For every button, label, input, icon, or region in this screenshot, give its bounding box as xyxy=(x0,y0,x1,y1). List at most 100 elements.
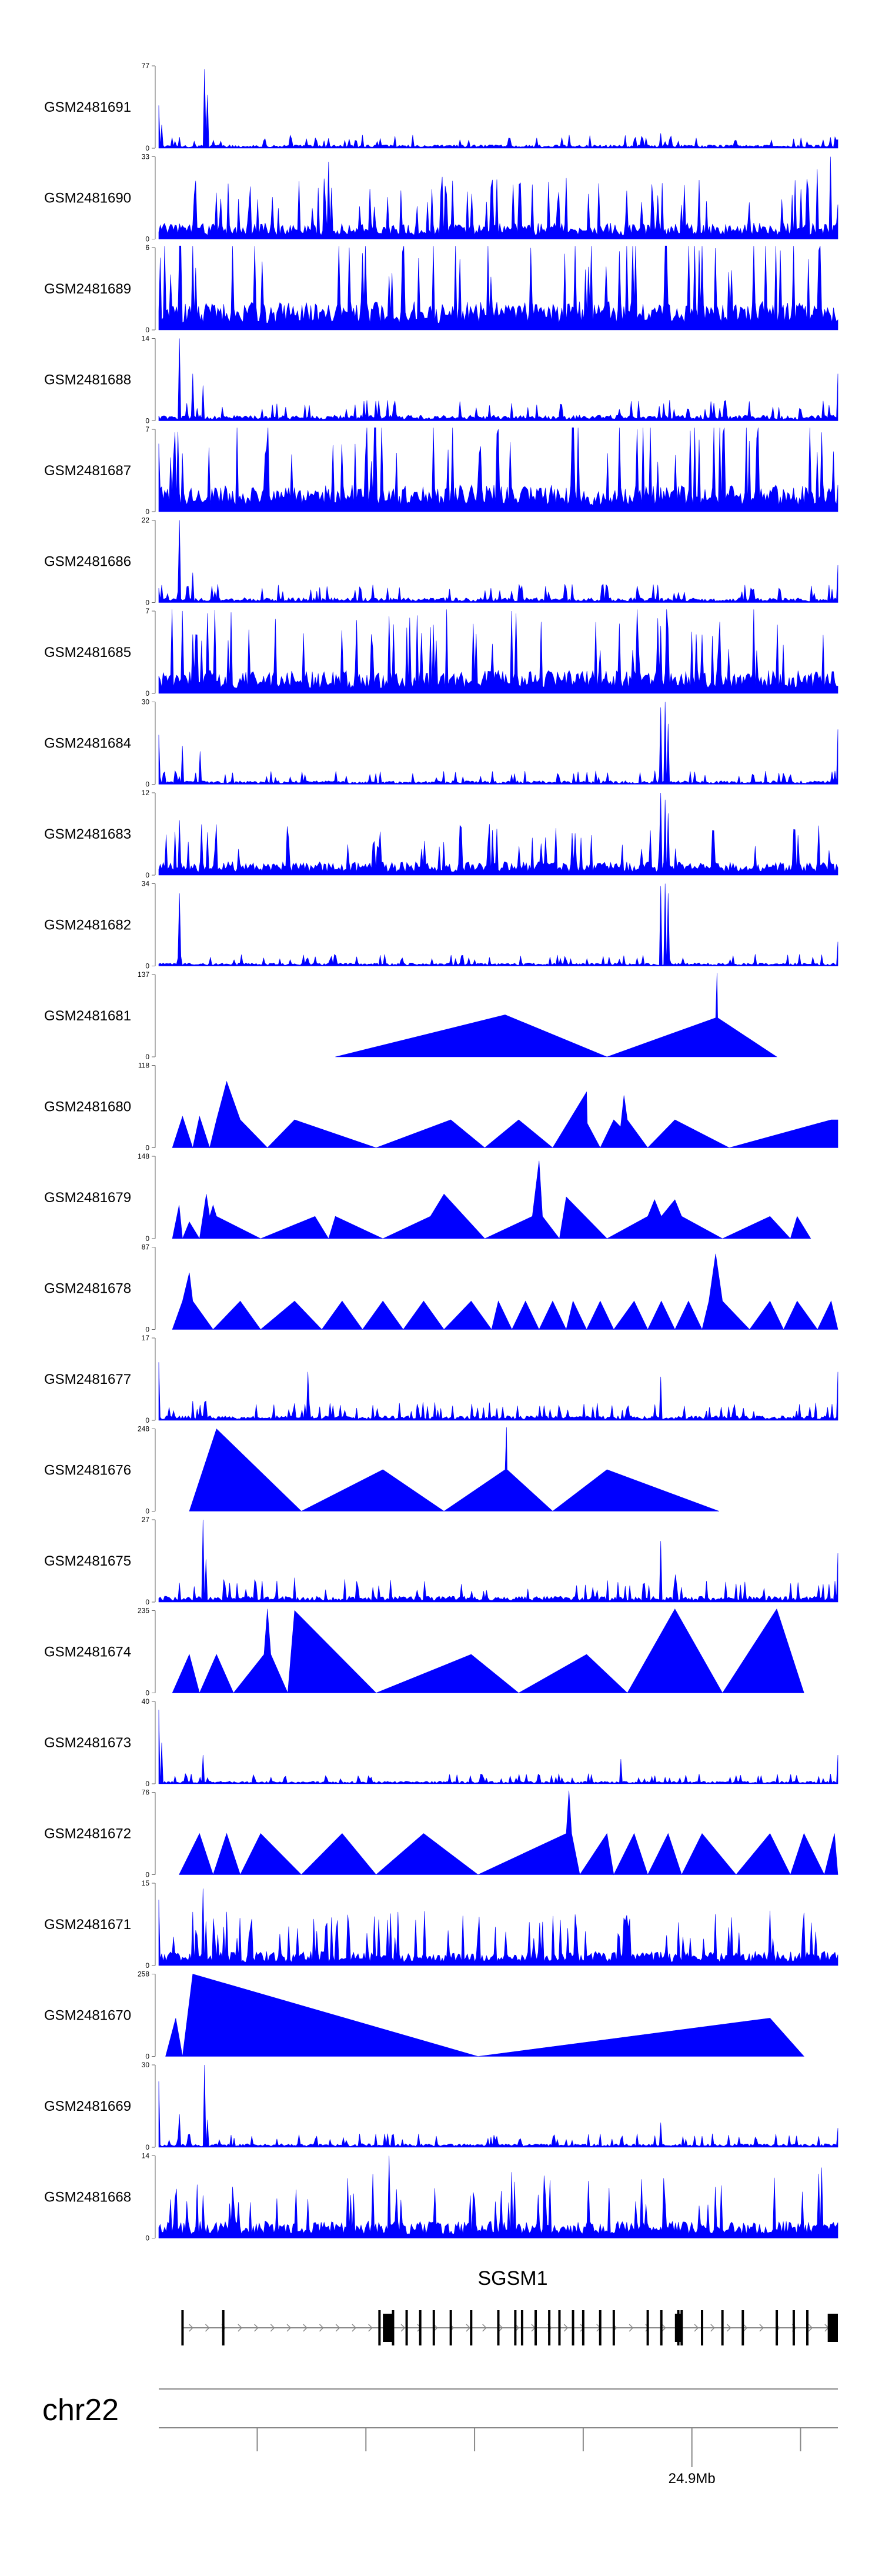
exon xyxy=(514,2310,517,2345)
strand-arrow xyxy=(335,2324,340,2332)
exon xyxy=(548,2310,551,2345)
exon xyxy=(599,2310,602,2345)
track-label: GSM2481678 xyxy=(44,1281,131,1297)
y-min-label: 0 xyxy=(145,2053,149,2061)
y-min-label: 0 xyxy=(145,1144,149,1152)
y-max-label: 14 xyxy=(142,335,150,343)
coverage-area xyxy=(158,69,838,149)
exon xyxy=(181,2310,184,2345)
track-GSM2481682: GSM2481682 34 0 xyxy=(44,880,838,970)
coverage-area xyxy=(158,1709,838,1784)
track-GSM2481668: GSM2481668 14 0 xyxy=(44,2152,838,2243)
track-GSM2481675: GSM2481675 27 0 xyxy=(44,1516,838,1606)
strand-arrow xyxy=(319,2324,324,2332)
coverage-area xyxy=(158,609,838,694)
track-GSM2481677: GSM2481677 17 0 xyxy=(44,1334,838,1424)
strand-arrow xyxy=(563,2324,569,2332)
exon-block xyxy=(674,2314,682,2342)
exon xyxy=(776,2310,779,2345)
y-max-label: 12 xyxy=(142,789,150,797)
y-min-label: 0 xyxy=(145,1780,149,1788)
strand-arrow xyxy=(205,2324,210,2332)
y-max-label: 14 xyxy=(142,2152,150,2160)
gene-name: SGSM1 xyxy=(477,2267,547,2290)
track-label: GSM2481674 xyxy=(44,1644,131,1660)
track-GSM2481687: GSM2481687 7 0 xyxy=(44,425,838,516)
track-GSM2481689: GSM2481689 6 0 xyxy=(44,243,838,334)
y-min-label: 0 xyxy=(145,1961,149,1970)
axis-tick-label: 24.9Mb xyxy=(669,2471,716,2487)
track-GSM2481683: GSM2481683 12 0 xyxy=(44,789,838,879)
strand-arrow xyxy=(759,2324,764,2332)
coverage-area xyxy=(189,1427,720,1511)
coverage-area xyxy=(158,338,838,421)
track-label: GSM2481677 xyxy=(44,1372,131,1387)
coverage-area xyxy=(172,1609,804,1694)
strand-arrow xyxy=(270,2324,275,2332)
y-max-label: 258 xyxy=(138,1970,149,1978)
track-label: GSM2481691 xyxy=(44,99,131,115)
track-label: GSM2481688 xyxy=(44,372,131,388)
track-label: GSM2481676 xyxy=(44,1463,131,1479)
y-max-label: 7 xyxy=(145,425,149,433)
strand-arrow xyxy=(710,2324,715,2332)
coverage-area xyxy=(158,1519,838,1603)
track-label: GSM2481687 xyxy=(44,463,131,479)
y-max-label: 30 xyxy=(142,698,150,706)
y-max-label: 76 xyxy=(142,1788,150,1797)
y-max-label: 77 xyxy=(142,62,150,70)
strand-arrow xyxy=(368,2324,373,2332)
exon xyxy=(806,2310,809,2345)
exon xyxy=(449,2310,452,2345)
coverage-area xyxy=(158,156,838,239)
track-GSM2481680: GSM2481680 118 0 xyxy=(44,1062,838,1152)
y-min-label: 0 xyxy=(145,326,149,334)
exon xyxy=(741,2310,744,2345)
exon xyxy=(534,2310,537,2345)
exon xyxy=(419,2310,422,2345)
strand-arrow xyxy=(629,2324,634,2332)
y-min-label: 0 xyxy=(145,871,149,879)
strand-arrow xyxy=(303,2324,308,2332)
track-GSM2481686: GSM2481686 22 0 xyxy=(44,516,838,607)
track-GSM2481670: GSM2481670 258 0 xyxy=(44,1970,804,2061)
y-max-label: 7 xyxy=(145,607,149,615)
exon xyxy=(378,2310,381,2345)
exon xyxy=(470,2310,473,2345)
track-GSM2481690: GSM2481690 33 0 xyxy=(44,153,838,243)
coverage-area xyxy=(158,2064,838,2148)
coverage-area xyxy=(172,1253,838,1330)
track-label: GSM2481681 xyxy=(44,1008,131,1024)
coverage-area xyxy=(158,520,838,603)
y-max-label: 22 xyxy=(142,516,150,525)
strand-arrow xyxy=(726,2324,731,2332)
track-label: GSM2481675 xyxy=(44,1553,131,1569)
y-max-label: 118 xyxy=(138,1062,149,1070)
track-GSM2481669: GSM2481669 30 0 xyxy=(44,2061,838,2151)
y-max-label: 27 xyxy=(142,1516,150,1524)
coverage-area xyxy=(158,2155,838,2238)
coverage-area xyxy=(158,792,838,876)
strand-arrow xyxy=(352,2324,357,2332)
strand-arrow xyxy=(808,2324,813,2332)
exon xyxy=(405,2310,408,2345)
strand-arrow xyxy=(400,2324,406,2332)
exon xyxy=(701,2310,703,2345)
strand-arrow xyxy=(189,2324,193,2332)
strand-arrow xyxy=(286,2324,292,2332)
y-max-label: 15 xyxy=(142,1879,150,1887)
exon xyxy=(582,2310,584,2345)
strand-arrow xyxy=(466,2324,471,2332)
track-GSM2481676: GSM2481676 248 0 xyxy=(44,1425,720,1516)
y-min-label: 0 xyxy=(145,1507,149,1516)
y-min-label: 0 xyxy=(145,235,149,243)
coverage-area xyxy=(158,427,838,512)
track-label: GSM2481689 xyxy=(44,281,131,297)
y-min-label: 0 xyxy=(145,2234,149,2243)
track-GSM2481688: GSM2481688 14 0 xyxy=(44,335,838,425)
track-GSM2481671: GSM2481671 15 0 xyxy=(44,1879,838,1970)
coverage-area xyxy=(158,702,838,785)
coverage-area xyxy=(158,883,838,966)
exon xyxy=(792,2310,795,2345)
track-label: GSM2481668 xyxy=(44,2190,131,2205)
